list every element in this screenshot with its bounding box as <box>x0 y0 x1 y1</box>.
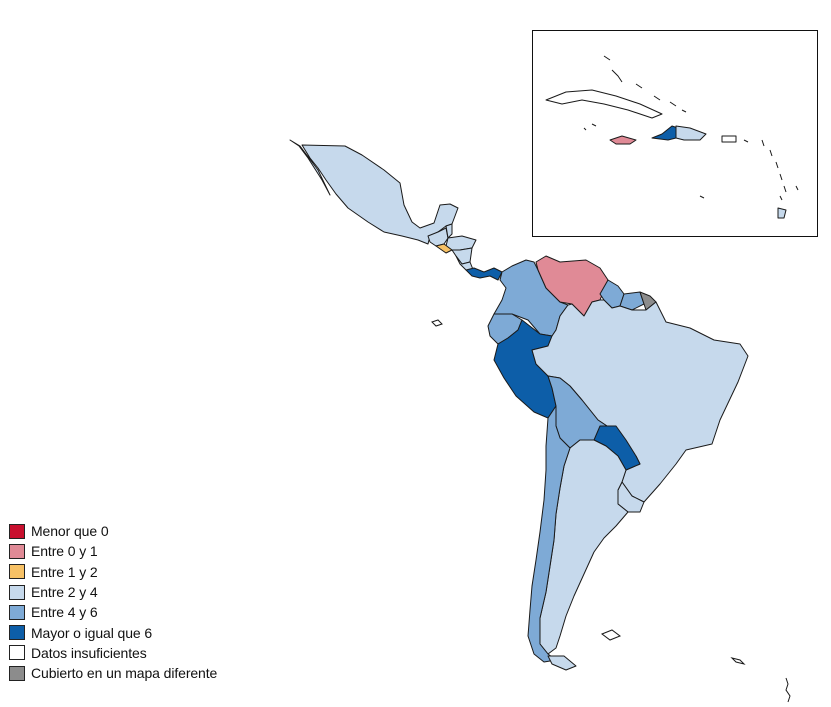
region-trinidad-and-tobago <box>777 207 787 219</box>
legend-swatch <box>9 543 25 559</box>
legend-item: Entre 1 y 2 <box>9 562 217 582</box>
legend-swatch <box>9 625 25 641</box>
island-galapagos <box>431 319 443 327</box>
legend-label: Mayor o igual que 6 <box>31 624 153 641</box>
legend-label: Datos insuficientes <box>31 644 147 661</box>
legend-swatch <box>9 564 25 580</box>
legend-swatch <box>9 645 25 661</box>
legend-label: Entre 1 y 2 <box>31 563 98 580</box>
island-south-georgia <box>730 657 746 665</box>
region-panama <box>465 267 503 281</box>
region-guatemala <box>427 227 449 247</box>
legend-swatch <box>9 523 25 539</box>
legend-swatch <box>9 665 25 681</box>
legend-item: Entre 2 y 4 <box>9 582 217 602</box>
region-bahamas <box>603 55 687 113</box>
region-chile <box>527 405 571 663</box>
region-suriname <box>619 291 645 311</box>
region-nicaragua <box>451 247 473 265</box>
region-puerto-rico <box>721 135 737 143</box>
legend-label: Entre 0 y 1 <box>31 543 98 560</box>
caribbean-inset-frame <box>532 30 818 237</box>
region-mexico <box>289 139 459 245</box>
region-tierra-del-fuego <box>547 655 577 671</box>
legend-item: Datos insuficientes <box>9 643 217 663</box>
legend-item: Menor que 0 <box>9 521 217 541</box>
legend-item: Mayor o igual que 6 <box>9 622 217 642</box>
region-dominican-republic <box>675 125 707 141</box>
legend-item: Cubierto en un mapa diferente <box>9 663 217 683</box>
legend-item: Entre 4 y 6 <box>9 602 217 622</box>
legend-swatch <box>9 584 25 600</box>
region-jamaica <box>609 135 637 145</box>
legend-label: Cubierto en un mapa diferente <box>31 665 218 682</box>
region-cuba <box>545 89 663 119</box>
island-south-sandwich <box>785 677 791 703</box>
legend: Menor que 0 Entre 0 y 1 Entre 1 y 2 Entr… <box>9 521 217 683</box>
region-belize <box>445 223 453 239</box>
island-falklands <box>600 629 622 641</box>
region-lesser-antilles <box>699 139 799 201</box>
legend-label: Menor que 0 <box>31 523 109 540</box>
legend-item: Entre 0 y 1 <box>9 541 217 561</box>
legend-label: Entre 4 y 6 <box>31 604 98 621</box>
island-cayman <box>583 123 597 131</box>
legend-label: Entre 2 y 4 <box>31 584 98 601</box>
legend-swatch <box>9 604 25 620</box>
